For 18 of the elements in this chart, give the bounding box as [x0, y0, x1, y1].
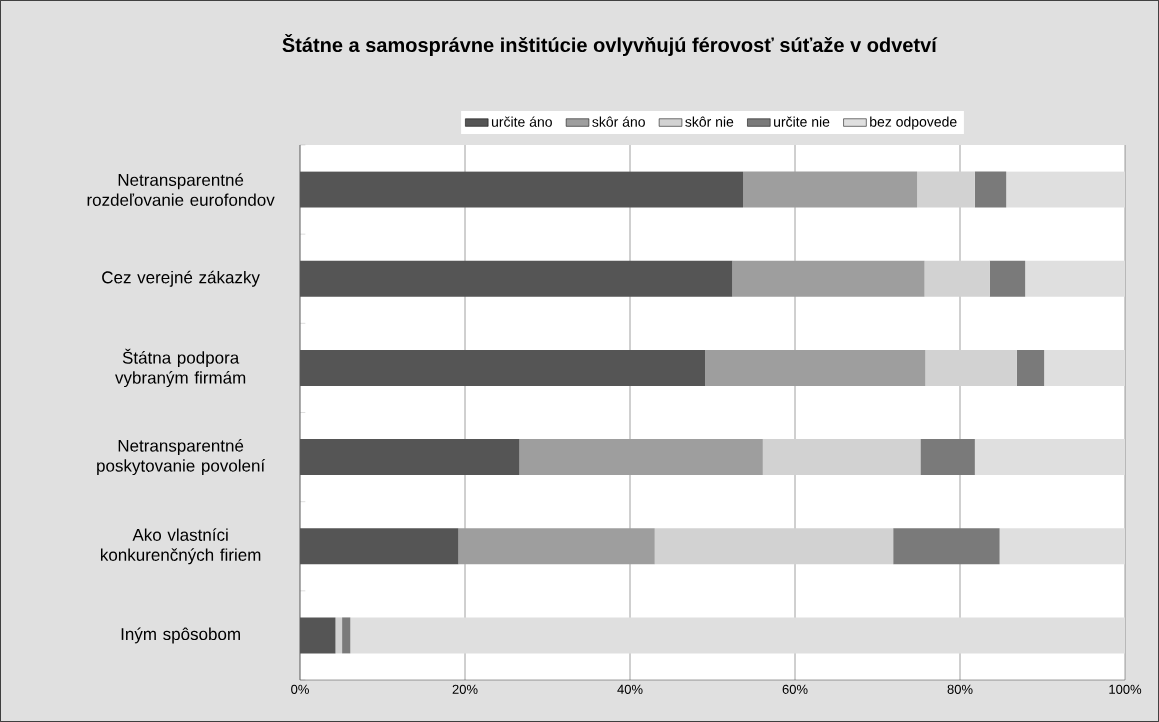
legend-label: určite áno — [491, 116, 552, 127]
legend-label: skôr áno — [592, 116, 645, 127]
x-tick-label: 60% — [782, 684, 808, 694]
y-tick-label: Netransparentné rozdeľovanie eurofondov — [87, 173, 275, 206]
y-tick-label: Netransparentné poskytovanie povolení — [97, 439, 266, 476]
x-tick-label: 100% — [1109, 684, 1142, 694]
legend-label: skôr nie — [685, 116, 734, 127]
y-tick-label: Štátna podpora vybraným firmám — [115, 348, 246, 388]
y-tick-label: Ako vlastníci konkurenčných firiem — [100, 528, 261, 565]
x-tick-label: 40% — [617, 684, 643, 694]
chart-title: Štátne a samosprávne inštitúcie ovlyvňujú férovosť súťaže v odvetví — [282, 33, 938, 57]
legend-label: určite nie — [774, 116, 830, 127]
y-tick-label: Cez verejné zákazky — [102, 270, 260, 287]
x-tick-label: 80% — [947, 684, 973, 694]
x-tick-label: 0% — [291, 684, 309, 694]
legend-label: bez odpovede — [870, 116, 957, 130]
x-tick-label: 20% — [452, 684, 478, 694]
y-tick-label: Iným spôsobom — [121, 627, 240, 644]
